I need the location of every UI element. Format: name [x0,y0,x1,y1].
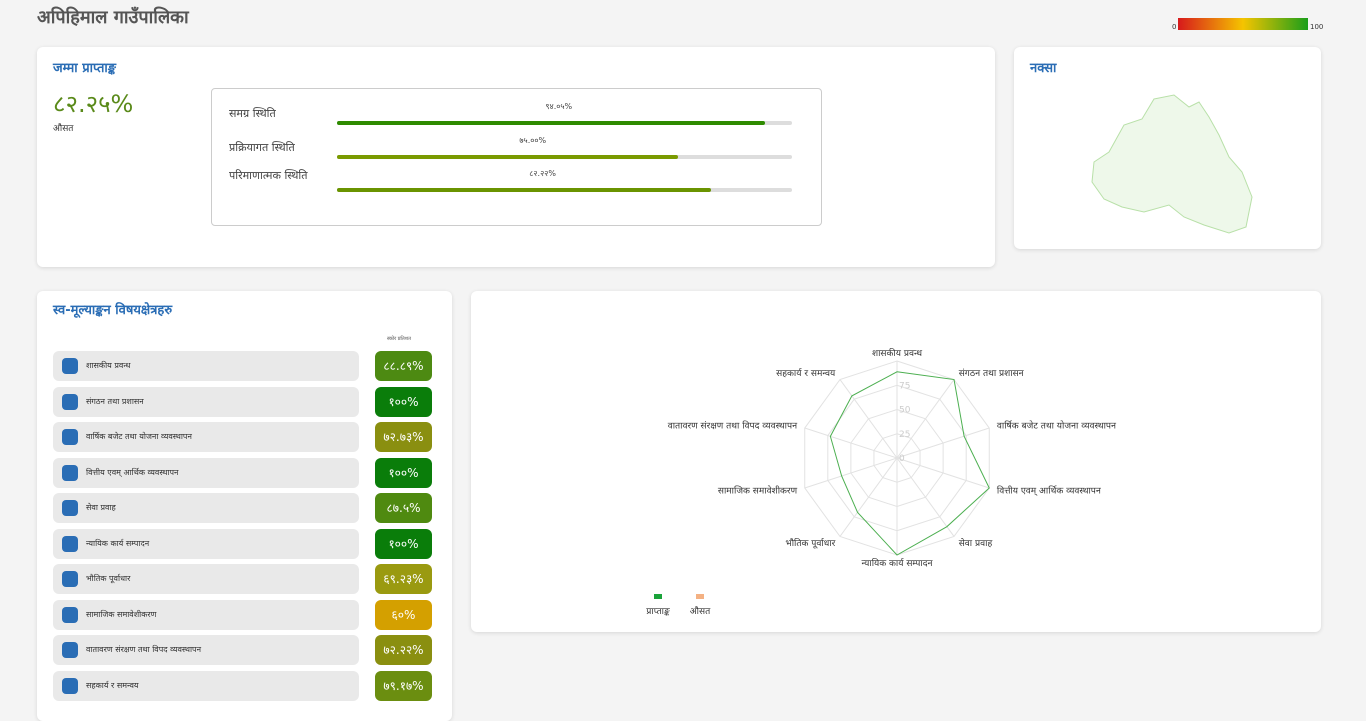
spoke [804,457,898,489]
category-label: वार्षिक बजेट तथा योजना व्यवस्थापन [997,420,1117,432]
category-label: भौतिक पूर्वाधार [785,537,835,549]
domain-label: वित्तीय एवम् आर्थिक व्यवस्थापन [86,467,179,477]
card-title: स्व-मूल्याङ्कन विषयक्षेत्रहरु [53,303,173,318]
domain-row: शासकीय प्रवन्ध [53,351,359,381]
domain-row: सेवा प्रवाह [53,493,359,523]
r-tick-label: 0 [899,454,905,464]
icon [62,358,78,374]
score-badge: १००% [375,528,432,559]
spoke [839,457,898,537]
series-line [829,371,990,556]
legend-label: औसत [690,605,711,617]
category-label: सहकार्य र समन्वय [776,367,836,379]
status-box: समग्र स्थिति ९४.०५% प्रक्रियागत स्थिति ७५.०… [211,88,822,226]
domain-row: संगठन तथा प्रशासन [53,386,359,417]
domain-row: वार्षिक बजेट तथा योजना व्यवस्थापन [53,422,359,452]
domain-label: न्यायिक कार्य सम्पादन [86,538,150,548]
bar-label: परिमाणात्मक स्थिति [229,169,308,182]
page: {"header":{"title":"अपिहिमाल गाउँपालिका"… [37,7,1324,721]
spoke [896,457,955,537]
card-title: जम्मा प्राप्ताङ्क [53,61,116,76]
domains-card: स्व-मूल्याङ्कन विषयक्षेत्रहरु स्कोर प्रत… [37,291,452,721]
bar [337,188,712,192]
summary-card: जम्मा प्राप्ताङ्क ८२.२५% औसत समग्र स्थित… [37,47,995,267]
domain-row: भौतिक पूर्वाधार [53,564,359,594]
score-badge: ६०% [375,599,432,630]
legend-label: प्राप्ताङ्क [646,607,670,617]
category-label: संगठन तथा प्रशासन [959,368,1025,379]
score: ८२.२५% [53,90,134,118]
page-title: अपिहिमाल गाउँपालिका [37,7,189,28]
icon [62,500,78,516]
icon [62,677,78,694]
map [1091,94,1253,234]
icon [62,606,78,623]
domain-label: सहकार्य र समन्वय [86,680,139,690]
icon [62,464,78,481]
bar-label: प्रक्रियागत स्थिति [229,140,295,154]
r-tick-label: 50 [899,406,911,416]
score-badge: ८८.८९% [375,351,432,381]
bar [337,154,679,159]
domain-label: शासकीय प्रवन्ध [86,361,131,370]
icon [62,429,78,445]
score-badge: १००% [375,386,432,417]
domain-row: न्यायिक कार्य सम्पादन [53,528,359,559]
domain-label: सेवा प्रवाह [86,503,116,512]
bar [337,121,765,125]
map-card: नक्सा [1014,47,1321,249]
scale-max: 100 [1310,23,1324,31]
domain-label: भौतिक पूर्वाधार [86,574,131,583]
r-tick-label: 25 [899,430,910,440]
domain-label: वार्षिक बजेट तथा योजना व्यवस्थापन [86,432,192,441]
score-badge: ६९.२३% [375,564,432,594]
category-label: वित्तीय एवम् आर्थिक व्यवस्थापन [997,484,1102,496]
radar-chart: 0 25 50 75 शासकीय प्रवन्ध संगठन तथा प्रशासन वा… [646,347,1117,617]
category-label: शासकीय प्रवन्ध [872,347,922,359]
radar-card: 0 25 50 75 शासकीय प्रवन्ध संगठन तथा प्रशासन वा… [471,291,1321,632]
spoke [896,379,955,459]
score-badge: १००% [375,457,432,488]
spoke [839,379,898,459]
score-badge: ८७.५% [375,493,432,523]
category-label: सामाजिक समावेशीकरण [718,484,798,496]
bar-value: ७५.००% [519,135,547,145]
score-caption: औसत [53,124,74,134]
domain-row: वित्तीय एवम् आर्थिक व्यवस्थापन [53,457,359,488]
icon [62,571,78,587]
spoke [804,427,898,459]
bar-value: ८२.२२% [529,169,557,178]
bar-label: समग्र स्थिति [229,107,276,120]
domain-label: संगठन तथा प्रशासन [86,396,144,406]
score-badge: ७२.७३% [375,422,432,452]
score-badge: ७२.२२% [375,635,432,665]
score-badge: ७९.१७% [375,670,432,701]
r-tick-label: 75 [899,381,910,391]
map-shape [1091,94,1253,234]
column-header: स्कोर प्रतिशत [387,336,411,342]
bar-value: ९४.०५% [545,102,573,111]
category-label: सेवा प्रवाह [959,537,993,549]
category-label: वातावरण संरक्षण तथा विपद व्यवस्थापन [668,420,798,432]
spoke [896,457,990,489]
icon [62,535,78,552]
domain-row: सामाजिक समावेशीकरण [53,599,359,630]
spoke [896,427,990,459]
scale-min: 0 [1172,23,1177,31]
domain-row: सहकार्य र समन्वय [53,670,359,701]
icon [62,393,78,410]
color-scale [1178,18,1308,30]
legend-swatch [696,594,704,599]
domain-row: वातावरण संरक्षण तथा विपद व्यवस्थापन [53,635,359,665]
card-title: नक्सा [1030,61,1057,76]
domain-label: सामाजिक समावेशीकरण [86,609,157,619]
icon [62,642,78,658]
category-label: न्यायिक कार्य सम्पादन [861,557,933,569]
legend-swatch [654,594,662,599]
domain-label: वातावरण संरक्षण तथा विपद व्यवस्थापन [86,645,202,654]
